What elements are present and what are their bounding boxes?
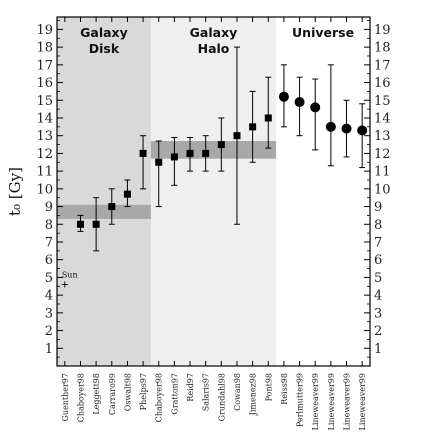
- y-tick-label: 5: [374, 271, 382, 286]
- data-point: [123, 190, 131, 198]
- category-label: Chaboyer98: [76, 373, 85, 422]
- category-label: Chaboyer98: [155, 373, 164, 422]
- y-tick-label: 2: [45, 324, 53, 339]
- category-label: Reid97: [186, 373, 195, 402]
- y-tick-label: 13: [374, 129, 391, 144]
- data-point: [202, 149, 210, 157]
- category-label: Phelps97: [139, 373, 148, 410]
- y-tick-label: 4: [374, 289, 382, 304]
- category-label: Gratton97: [170, 373, 179, 415]
- y-tick-label: 19: [36, 23, 53, 38]
- region-label: Disk: [89, 41, 120, 56]
- y-tick-label: 15: [374, 94, 391, 109]
- y-tick-label: 19: [374, 23, 391, 38]
- sun-label: Sun: [62, 271, 78, 280]
- data-point: [310, 102, 321, 113]
- category-label: Lineweaver99: [327, 373, 336, 430]
- y-tick-label: 6: [374, 253, 382, 268]
- category-label: Salaris97: [202, 373, 211, 411]
- category-label: Reiss98: [280, 373, 289, 405]
- y-tick-label: 5: [45, 271, 53, 286]
- category-label: Carraro99: [108, 373, 117, 415]
- region-label: Halo: [198, 41, 230, 56]
- y-tick-label: 7: [374, 235, 382, 250]
- y-tick-label: 11: [36, 165, 53, 180]
- category-label: Cowan98: [233, 373, 242, 411]
- region-background: [150, 17, 277, 366]
- data-point: [357, 125, 368, 136]
- data-point: [108, 203, 116, 211]
- y-tick-label: 10: [374, 182, 391, 197]
- y-axis-label: t₀ [Gy]: [6, 167, 24, 216]
- y-tick-label: 6: [45, 253, 53, 268]
- region-background: [276, 17, 370, 366]
- y-tick-label: 17: [36, 58, 53, 73]
- category-label: Jimenez98: [249, 373, 258, 416]
- y-tick-label: 17: [374, 58, 391, 73]
- y-tick-label: 9: [374, 200, 382, 215]
- y-tick-label: 9: [45, 200, 53, 215]
- data-point: [278, 91, 289, 102]
- data-point: [233, 132, 241, 140]
- y-tick-label: 18: [374, 41, 391, 56]
- region-label: Galaxy: [190, 25, 238, 40]
- y-tick-label: 13: [36, 129, 53, 144]
- data-point: [186, 149, 194, 157]
- age-band: [57, 204, 151, 219]
- y-tick-label: 16: [36, 76, 53, 91]
- category-label: Lineweaver99: [311, 373, 320, 430]
- data-point: [92, 220, 100, 228]
- y-tick-label: 18: [36, 41, 53, 56]
- y-tick-label: 8: [45, 218, 53, 233]
- y-tick-label: 1: [45, 342, 53, 357]
- y-tick-label: 2: [374, 324, 382, 339]
- category-label: Leggett98: [92, 373, 101, 415]
- data-point: [170, 153, 178, 161]
- y-tick-label: 7: [45, 235, 53, 250]
- y-tick-label: 3: [45, 306, 53, 321]
- y-tick-label: 8: [374, 218, 382, 233]
- data-point: [294, 97, 305, 108]
- data-point: [249, 123, 257, 131]
- y-tick-label: 14: [374, 111, 391, 126]
- region-label: Galaxy: [80, 25, 128, 40]
- data-point: [341, 123, 352, 134]
- category-label: Lineweaver99: [358, 373, 367, 430]
- region-background: [57, 17, 151, 366]
- category-label: Pont98: [264, 373, 273, 401]
- category-label: Grundahl98: [217, 373, 226, 421]
- y-tick-label: 15: [36, 94, 53, 109]
- region-label: Universe: [292, 25, 354, 40]
- data-point: [325, 121, 336, 132]
- category-label: Perlmutter99: [296, 373, 305, 427]
- y-tick-label: 16: [374, 76, 391, 91]
- data-point: [139, 149, 147, 157]
- y-tick-label: 12: [374, 147, 391, 162]
- data-point: [76, 220, 84, 228]
- data-point: [217, 141, 225, 149]
- y-tick-label: 3: [374, 306, 382, 321]
- y-tick-label: 10: [36, 182, 53, 197]
- category-label: Guenther97: [61, 373, 70, 422]
- data-point: [155, 158, 163, 166]
- y-tick-label: 11: [374, 165, 391, 180]
- plot-frame: [56, 16, 371, 367]
- category-label: Lineweaver99: [343, 373, 352, 430]
- y-tick-label: 12: [36, 147, 53, 162]
- age-band: [150, 141, 277, 159]
- y-tick-label: 1: [374, 342, 382, 357]
- data-point: [264, 114, 272, 122]
- category-label: Oswalt98: [123, 373, 132, 411]
- y-tick-label: 14: [36, 111, 53, 126]
- y-tick-label: 4: [45, 289, 53, 304]
